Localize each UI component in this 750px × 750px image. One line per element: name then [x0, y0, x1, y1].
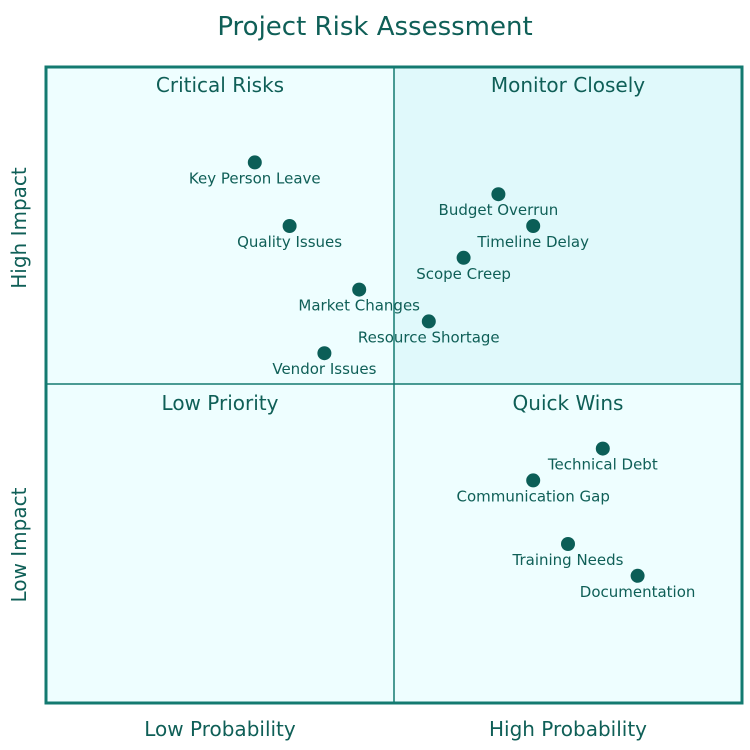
quadrant-label-quick-wins: Quick Wins — [513, 391, 624, 415]
risk-point-label: Technical Debt — [547, 456, 658, 474]
risk-point-marker — [282, 219, 297, 233]
risk-point-technical-debt: Technical Debt — [547, 441, 658, 474]
risk-point-scope-creep: Scope Creep — [416, 250, 511, 283]
risk-point-label: Communication Gap — [457, 487, 610, 505]
chart-title: Project Risk Assessment — [217, 12, 532, 42]
quadrant-top-right — [394, 67, 742, 384]
risk-point-marker — [421, 314, 436, 329]
risk-point-communication-gap: Communication Gap — [457, 473, 610, 505]
risk-point-label: Resource Shortage — [358, 328, 500, 346]
risk-point-marker — [561, 537, 575, 551]
risk-point-market-changes: Market Changes — [298, 282, 420, 315]
risk-point-label: Key Person Leave — [189, 169, 321, 187]
risk-point-label: Vendor Issues — [272, 360, 376, 378]
risk-point-timeline-delay: Timeline Delay — [476, 219, 589, 251]
risk-point-label: Scope Creep — [416, 265, 511, 283]
quadrant-label-low-priority: Low Priority — [162, 391, 279, 415]
y-axis-label-high: High Impact — [7, 167, 31, 289]
risk-point-training-needs: Training Needs — [512, 537, 624, 569]
risk-point-budget-overrun: Budget Overrun — [439, 187, 559, 219]
quadrant-bottom-left — [46, 384, 394, 703]
risk-point-documentation: Documentation — [580, 568, 696, 601]
risk-point-label: Market Changes — [298, 297, 420, 315]
y-axis-label-low: Low Impact — [7, 487, 31, 602]
quadrant-label-critical-risks: Critical Risks — [156, 73, 284, 97]
plot-frame — [44, 65, 744, 705]
x-axis-label-high: High Probability — [489, 717, 647, 741]
risk-point-marker — [247, 155, 262, 170]
risk-point-marker — [630, 568, 645, 583]
plot-area — [44, 65, 744, 705]
data-points: Key Person Leave Quality Issues Budget Ove… — [189, 155, 696, 601]
risk-point-marker — [352, 282, 367, 297]
risk-point-marker — [456, 250, 471, 265]
x-axis-label-low: Low Probability — [144, 717, 296, 741]
risk-point-marker — [317, 346, 332, 361]
risk-point-resource-shortage: Resource Shortage — [358, 314, 500, 346]
quadrant-top-left — [46, 67, 394, 384]
risk-point-marker — [526, 219, 541, 233]
risk-point-marker — [595, 441, 610, 456]
risk-point-label: Training Needs — [512, 551, 624, 569]
risk-point-quality-issues: Quality Issues — [237, 219, 342, 251]
risk-point-label: Budget Overrun — [439, 201, 559, 219]
risk-point-key-person-leave: Key Person Leave — [189, 155, 321, 187]
risk-point-label: Timeline Delay — [476, 233, 589, 251]
risk-point-marker — [526, 473, 541, 488]
quadrant-label-monitor-closely: Monitor Closely — [491, 73, 645, 97]
risk-point-vendor-issues: Vendor Issues — [272, 346, 377, 378]
risk-point-label: Documentation — [580, 583, 696, 601]
risk-point-label: Quality Issues — [237, 233, 342, 251]
risk-point-marker — [491, 187, 506, 202]
